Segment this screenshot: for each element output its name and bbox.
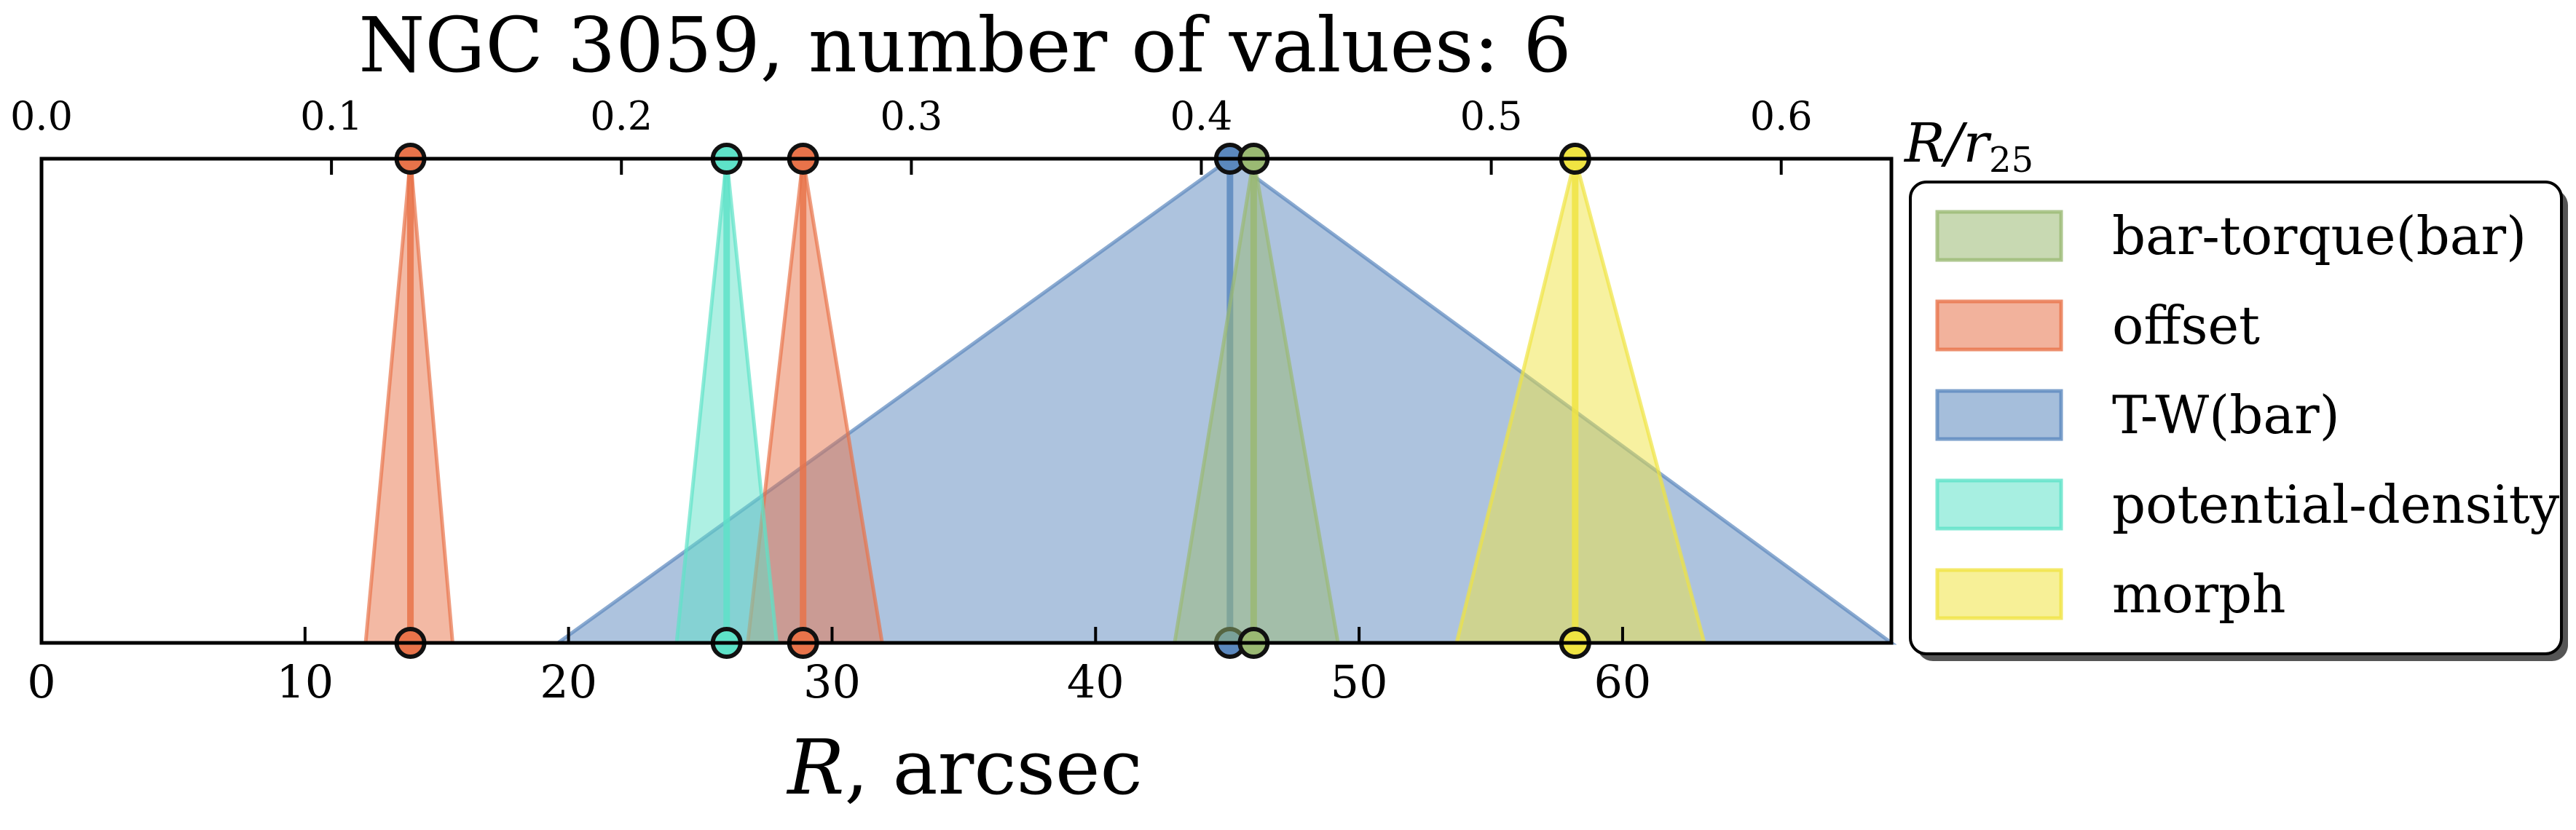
legend-label: morph xyxy=(2112,564,2286,625)
legend-entry: T-W(bar) xyxy=(1935,384,2340,446)
top-tick-label: 0.4 xyxy=(1170,93,1233,139)
top-axis-label: R/r25 xyxy=(1903,112,2033,181)
legend-entry: morph xyxy=(1935,564,2286,625)
top-tick-label: 0.1 xyxy=(300,93,363,139)
top-tick-label: 0.5 xyxy=(1460,93,1523,139)
top-tick-label: 0.0 xyxy=(10,93,73,139)
x-tick-label: 40 xyxy=(1067,655,1124,708)
estimate-3-0 xyxy=(674,143,779,659)
legend-entry: bar-torque(bar) xyxy=(1935,205,2526,266)
legend-swatch xyxy=(1935,568,2063,620)
legend-label: T-W(bar) xyxy=(2112,384,2340,446)
x-tick-label: 60 xyxy=(1594,655,1651,708)
legend-swatch xyxy=(1935,389,2063,441)
legend-swatch xyxy=(1935,478,2063,531)
legend-entry: offset xyxy=(1935,295,2260,356)
x-tick-label: 20 xyxy=(540,655,597,708)
legend: bar-torque(bar) offset T-W(bar) potential-d… xyxy=(1909,181,2568,661)
x-tick-label: 0 xyxy=(27,655,55,708)
legend-label: potential-density xyxy=(2112,474,2560,535)
top-tick-label: 0.3 xyxy=(880,93,942,139)
top-tick-label: 0.2 xyxy=(590,93,653,139)
legend-label: offset xyxy=(2112,295,2260,356)
top-tick-label: 0.6 xyxy=(1750,93,1813,139)
legend-entry: potential-density xyxy=(1935,474,2560,535)
series-layer xyxy=(363,143,1897,659)
bottom-axis: 0 10 20 30 40 50 60 xyxy=(27,627,1651,708)
x-axis-label: R, arcsec xyxy=(786,723,1143,812)
legend-swatch xyxy=(1935,210,2063,262)
estimate-1-0 xyxy=(363,143,455,659)
plot-frame xyxy=(39,157,1894,645)
legend-swatch xyxy=(1935,299,2063,352)
x-tick-label: 30 xyxy=(803,655,861,708)
legend-label: bar-torque(bar) xyxy=(2112,205,2526,266)
chart-title: NGC 3059, number of values: 6 xyxy=(358,1,1571,90)
top-axis: 0.0 0.1 0.2 0.3 0.4 0.5 0.6 xyxy=(10,93,1813,175)
legend-box xyxy=(1909,181,2563,655)
x-tick-label: 10 xyxy=(276,655,334,708)
x-tick-label: 50 xyxy=(1331,655,1388,708)
